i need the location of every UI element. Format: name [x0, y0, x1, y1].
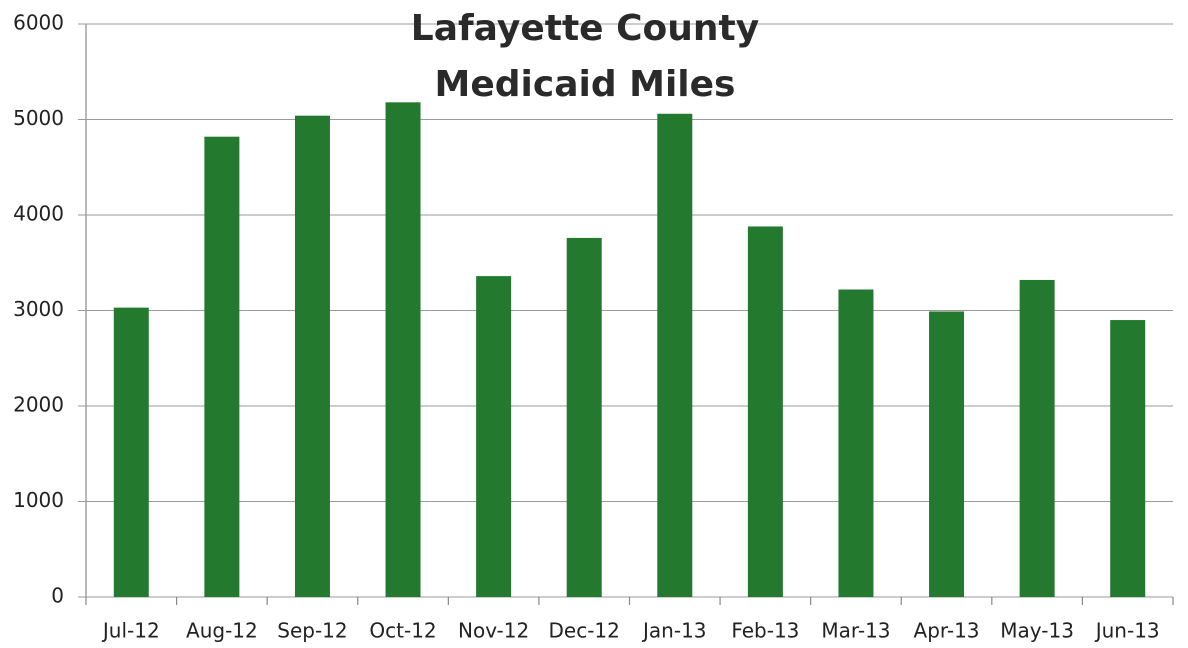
bar [113, 307, 149, 597]
x-tick-label: Apr-13 [914, 619, 980, 643]
chart-title: Medicaid Miles [435, 64, 736, 105]
bar [566, 237, 602, 598]
x-tick-label: Feb-13 [731, 619, 799, 643]
bar [1019, 279, 1055, 597]
x-tick-label: Jun-13 [1094, 619, 1160, 643]
chart-title: Lafayette County [411, 8, 759, 49]
x-tick-label: Dec-12 [549, 619, 620, 643]
bar [385, 102, 421, 597]
y-tick-label: 4000 [13, 202, 64, 226]
x-tick-label: Aug-12 [186, 619, 258, 643]
y-tick-label: 1000 [13, 488, 64, 512]
bar [294, 115, 330, 598]
bar [204, 136, 240, 597]
bar [838, 289, 874, 597]
y-tick-label: 3000 [13, 297, 64, 321]
bar [476, 276, 512, 597]
y-tick-label: 2000 [13, 393, 64, 417]
x-tick-label: Oct-12 [369, 619, 436, 643]
x-tick-label: Mar-13 [821, 619, 890, 643]
bar [929, 311, 965, 597]
bar [747, 226, 783, 597]
y-tick-label: 6000 [13, 11, 64, 35]
y-tick-label: 0 [51, 584, 64, 608]
x-tick-label: Nov-12 [458, 619, 529, 643]
x-tick-label: Jul-12 [101, 619, 160, 643]
y-tick-label: 5000 [13, 106, 64, 130]
x-tick-label: May-13 [1000, 619, 1074, 643]
bar [1110, 320, 1146, 597]
x-tick-label: Jan-13 [641, 619, 707, 643]
x-tick-label: Sep-12 [277, 619, 347, 643]
bar [657, 113, 693, 598]
